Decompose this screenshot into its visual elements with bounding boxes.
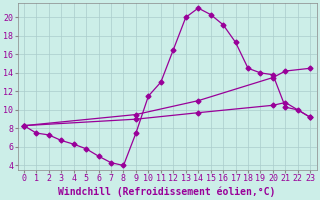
X-axis label: Windchill (Refroidissement éolien,°C): Windchill (Refroidissement éolien,°C) — [58, 186, 276, 197]
